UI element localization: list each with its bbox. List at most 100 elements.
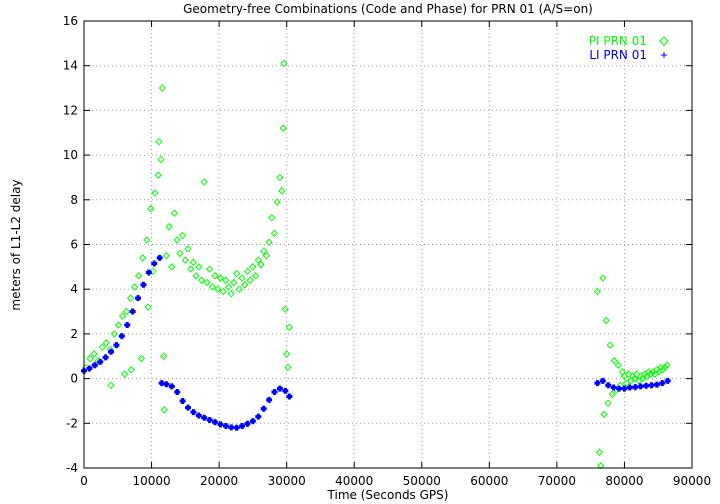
- pi-data-point: [102, 339, 111, 347]
- li-data-point: [621, 385, 628, 392]
- pi-data-point: [192, 272, 200, 280]
- pi-data-point: [155, 137, 163, 146]
- x-tick-label: 80000: [605, 474, 643, 488]
- pi-data-point: [208, 283, 217, 291]
- pi-data-point: [279, 124, 287, 132]
- li-data-point: [206, 416, 213, 423]
- pi-data-point: [86, 354, 94, 363]
- pi-data-point: [170, 209, 179, 217]
- pi-data-point: [151, 189, 159, 197]
- li-data-point: [97, 358, 104, 365]
- y-tick-label: 12: [63, 103, 78, 117]
- li-data-point: [113, 342, 120, 349]
- li-data-point: [626, 384, 633, 391]
- pi-data-point: [162, 251, 171, 260]
- x-tick-label: 10000: [132, 474, 170, 488]
- li-data-point: [664, 377, 671, 384]
- legend: PI PRN 01 LI PRN 01: [589, 34, 669, 62]
- li-data-point: [135, 295, 142, 302]
- y-tick-label: 10: [63, 148, 78, 162]
- pi-data-point: [663, 361, 671, 369]
- series-pi: [82, 59, 671, 470]
- li-data-point: [222, 422, 229, 429]
- li-data-point: [244, 420, 251, 427]
- pi-data-point: [144, 303, 152, 311]
- pi-data-point: [227, 289, 235, 298]
- li-data-point: [217, 421, 224, 428]
- x-axis-label: Time (Seconds GPS): [327, 488, 449, 502]
- grid-lines: [84, 21, 692, 468]
- li-data-point: [616, 385, 623, 392]
- pi-data-point: [203, 278, 211, 287]
- pi-data-point: [114, 321, 123, 329]
- y-tick-label: 0: [70, 372, 78, 386]
- pi-data-point: [610, 357, 619, 365]
- pi-data-point: [241, 281, 249, 289]
- li-data-point: [266, 396, 273, 403]
- pi-data-point: [200, 178, 208, 186]
- x-tick-label: 30000: [268, 474, 306, 488]
- li-data-point: [190, 409, 197, 416]
- pi-data-point: [216, 274, 225, 282]
- pi-data-point: [608, 390, 616, 398]
- data-points: [81, 59, 671, 470]
- li-data-point: [156, 254, 163, 261]
- pi-data-point: [98, 343, 106, 352]
- li-data-point: [599, 377, 606, 384]
- pi-data-point: [599, 274, 607, 282]
- x-tick-label: 20000: [200, 474, 238, 488]
- pi-data-point: [593, 287, 602, 296]
- pi-data-point: [265, 238, 273, 246]
- pi-data-point: [257, 260, 265, 269]
- pi-data-point: [187, 265, 195, 273]
- li-data-point: [249, 418, 256, 425]
- pi-data-point: [273, 198, 281, 206]
- pi-data-point: [143, 236, 151, 244]
- li-data-point: [594, 380, 601, 387]
- pi-data-point: [149, 267, 157, 276]
- x-tick-label: 50000: [403, 474, 441, 488]
- pi-data-point: [285, 323, 294, 331]
- pi-data-point: [238, 274, 246, 282]
- pi-data-point: [243, 267, 252, 276]
- pi-data-point: [254, 256, 263, 264]
- li-data-point: [108, 348, 115, 355]
- pi-data-point: [137, 354, 146, 363]
- pi-data-point: [278, 187, 286, 195]
- li-data-point: [145, 269, 152, 276]
- pi-data-point: [178, 231, 187, 240]
- pi-data-point: [158, 84, 167, 92]
- y-tick-label: 2: [70, 327, 78, 341]
- li-data-point: [163, 381, 170, 388]
- pi-data-point: [614, 361, 623, 369]
- x-tick-label: 0: [80, 474, 88, 488]
- pi-data-point: [173, 236, 181, 244]
- y-tick-label: 16: [63, 14, 78, 28]
- pi-data-point: [197, 276, 206, 284]
- pi-data-point: [165, 222, 173, 231]
- pi-data-point: [235, 285, 244, 293]
- li-data-point: [239, 422, 246, 429]
- li-data-point: [648, 382, 655, 389]
- pi-data-point: [259, 247, 268, 255]
- legend-marker-diamond: [659, 36, 669, 46]
- pi-data-point: [604, 399, 612, 407]
- legend-label-li: LI PRN 01: [589, 48, 647, 62]
- chart-title: Geometry-free Combinations (Code and Pha…: [183, 2, 593, 16]
- pi-data-point: [181, 256, 190, 264]
- y-tick-label: 14: [63, 59, 78, 73]
- li-data-point: [233, 424, 240, 431]
- pi-data-point: [195, 263, 203, 271]
- pi-data-point: [270, 229, 279, 238]
- y-tick-label: 8: [70, 193, 78, 207]
- li-data-point: [212, 419, 219, 426]
- li-data-point: [286, 393, 293, 400]
- pi-data-point: [282, 350, 291, 358]
- pi-data-point: [232, 269, 241, 278]
- pi-data-point: [602, 316, 610, 325]
- pi-data-point: [276, 173, 284, 182]
- pi-data-point: [120, 370, 129, 378]
- pi-data-point: [107, 381, 115, 390]
- li-data-point: [102, 354, 109, 361]
- tick-labels: 0 10000 20000 30000 40000 50000 60000 70000 8000…: [63, 14, 711, 488]
